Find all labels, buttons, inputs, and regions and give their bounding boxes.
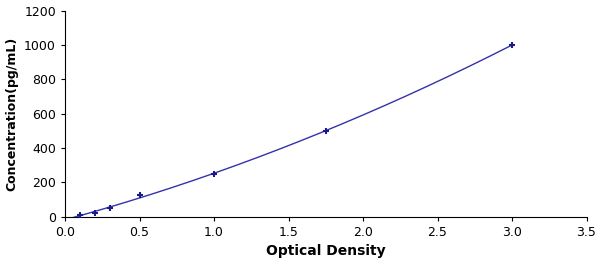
Y-axis label: Concentration(pg/mL): Concentration(pg/mL) (5, 37, 19, 191)
X-axis label: Optical Density: Optical Density (266, 244, 385, 258)
